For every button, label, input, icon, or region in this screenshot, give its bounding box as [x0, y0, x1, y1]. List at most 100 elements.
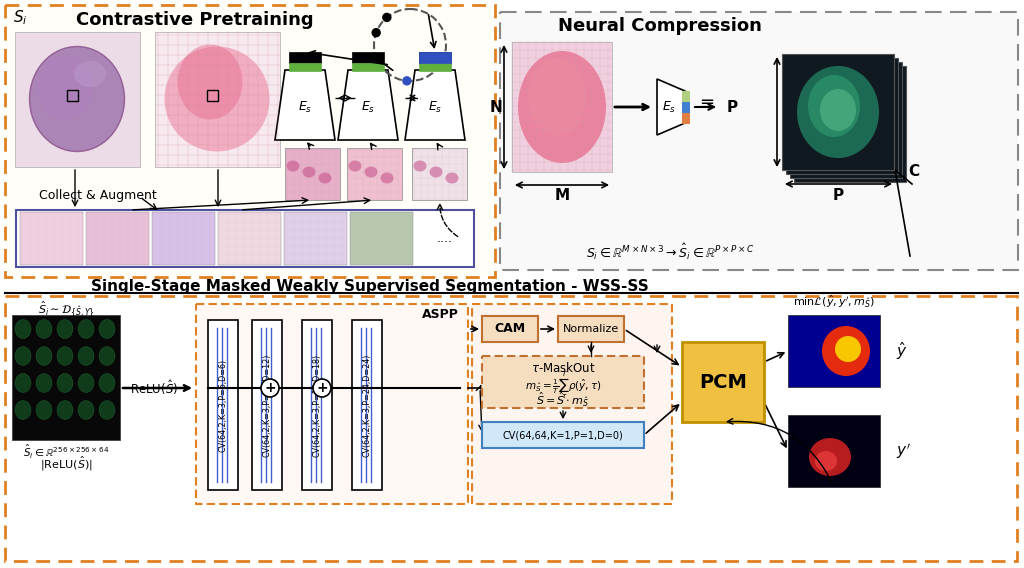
Bar [67, 90, 78, 101]
Text: $|\mathrm{ReLU}(\hat{S})|$: $|\mathrm{ReLU}(\hat{S})|$ [40, 455, 92, 473]
Bar [419, 52, 451, 63]
Text: P: P [727, 99, 738, 115]
Ellipse shape [36, 374, 52, 392]
Ellipse shape [78, 319, 94, 339]
Bar [558, 316, 624, 342]
Bar [218, 212, 281, 265]
Ellipse shape [15, 400, 31, 420]
Bar [482, 356, 644, 408]
Text: PCM: PCM [699, 373, 746, 391]
Text: Contrastive Pretraining: Contrastive Pretraining [76, 11, 313, 29]
Text: $S_i$: $S_i$ [13, 9, 28, 27]
Ellipse shape [822, 326, 870, 376]
Text: ASPP: ASPP [422, 308, 459, 321]
Ellipse shape [15, 319, 31, 339]
Text: $E_s$: $E_s$ [428, 99, 442, 115]
Circle shape [402, 77, 411, 85]
Ellipse shape [99, 400, 115, 420]
Bar [20, 212, 83, 265]
Ellipse shape [815, 451, 837, 471]
Text: Neural Compression: Neural Compression [558, 17, 762, 35]
Ellipse shape [797, 66, 879, 158]
Text: CV(64,2,K=3,P=6,D=6): CV(64,2,K=3,P=6,D=6) [218, 358, 227, 452]
Bar [152, 212, 215, 265]
Bar [15, 32, 140, 167]
Text: $m_{\hat{S}} = \frac{1}{T}\sum_{\tau}^{T}\rho(\hat{y},\tau)$: $m_{\hat{S}} = \frac{1}{T}\sum_{\tau}^{T… [524, 369, 601, 401]
Circle shape [383, 14, 391, 22]
Ellipse shape [57, 319, 73, 339]
Bar [284, 212, 347, 265]
Bar [347, 148, 402, 200]
Bar [482, 316, 538, 342]
Ellipse shape [74, 61, 106, 87]
Text: +: + [264, 381, 275, 395]
Bar [794, 66, 906, 182]
Ellipse shape [318, 173, 332, 183]
Ellipse shape [15, 346, 31, 365]
Ellipse shape [177, 44, 243, 119]
Bar [419, 63, 451, 71]
Ellipse shape [820, 89, 856, 131]
Ellipse shape [99, 346, 115, 365]
Text: +: + [316, 381, 328, 395]
Bar [252, 320, 282, 490]
Text: $S_i \in \mathbb{R}^{M \times N \times 3} \rightarrow \hat{S}_i \in \mathbb{R}^{: $S_i \in \mathbb{R}^{M \times N \times 3… [586, 242, 755, 262]
Bar [482, 422, 644, 448]
Text: Normalize: Normalize [563, 324, 620, 334]
Bar [682, 113, 690, 124]
Circle shape [372, 29, 380, 37]
Polygon shape [657, 79, 685, 135]
Ellipse shape [38, 55, 92, 119]
Ellipse shape [348, 161, 361, 172]
Bar [790, 62, 902, 178]
Text: ....: .... [437, 232, 453, 244]
Ellipse shape [287, 161, 299, 172]
Bar [782, 54, 894, 170]
Ellipse shape [30, 47, 125, 152]
Bar [352, 63, 384, 71]
Text: $\hat{S}_i \in \mathbb{R}^{256 \times 256 \times 64}$: $\hat{S}_i \in \mathbb{R}^{256 \times 25… [23, 443, 110, 461]
Ellipse shape [57, 346, 73, 365]
Bar [352, 320, 382, 490]
Bar [788, 315, 880, 387]
Ellipse shape [518, 51, 606, 163]
Ellipse shape [414, 161, 427, 172]
Bar [285, 148, 340, 200]
Bar [352, 52, 384, 63]
Bar [512, 42, 612, 172]
Text: $E_s$: $E_s$ [360, 99, 375, 115]
Ellipse shape [78, 346, 94, 365]
Ellipse shape [78, 374, 94, 392]
Text: M: M [554, 187, 569, 203]
Text: CV(64,2,K=3,P=12,D=12): CV(64,2,K=3,P=12,D=12) [262, 353, 271, 457]
Bar [208, 320, 238, 490]
Ellipse shape [78, 400, 94, 420]
Text: CV(64,2,K=3,P=18,D=18): CV(64,2,K=3,P=18,D=18) [312, 353, 322, 457]
Text: Single-Stage Masked Weakly Supervised Segmentation - WSS-SS: Single-Stage Masked Weakly Supervised Se… [91, 278, 649, 294]
Circle shape [313, 379, 331, 397]
Ellipse shape [808, 75, 860, 137]
Bar [12, 315, 120, 440]
Text: CV(64,2,K=3,P=24,D=24): CV(64,2,K=3,P=24,D=24) [362, 353, 372, 457]
Bar [350, 212, 413, 265]
Text: $E_s$: $E_s$ [298, 99, 312, 115]
Bar [788, 415, 880, 487]
Polygon shape [275, 70, 335, 140]
Ellipse shape [36, 400, 52, 420]
Bar [302, 320, 332, 490]
Bar [86, 212, 150, 265]
Circle shape [261, 379, 279, 397]
Text: P: P [833, 187, 844, 203]
Bar [5, 5, 495, 277]
Bar [412, 148, 467, 200]
Polygon shape [406, 70, 465, 140]
Text: $\tau$-MaskOut: $\tau$-MaskOut [530, 361, 595, 375]
Bar [155, 32, 280, 167]
Text: CAM: CAM [495, 323, 525, 336]
Polygon shape [338, 70, 398, 140]
Text: $\mathrm{ReLU}(\hat{S})$: $\mathrm{ReLU}(\hat{S})$ [130, 378, 178, 398]
Bar [196, 304, 468, 504]
Text: $\hat{S}_i \sim \mathcal{D}_{\{\hat{S},Y\}}$: $\hat{S}_i \sim \mathcal{D}_{\{\hat{S},Y… [38, 300, 94, 320]
Bar [682, 102, 690, 113]
Text: ≡: ≡ [699, 95, 715, 113]
